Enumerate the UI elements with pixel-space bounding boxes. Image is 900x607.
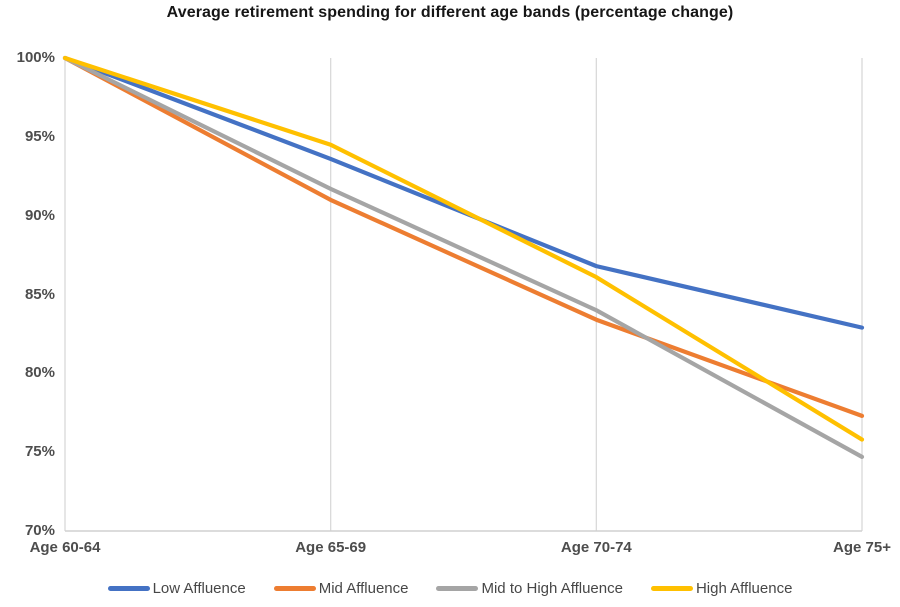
legend-label: Mid Affluence — [318, 579, 409, 597]
legend-label: Mid to High Affluence — [481, 579, 623, 597]
chart-title: Average retirement spending for differen… — [166, 4, 734, 21]
legend-marker — [650, 585, 693, 591]
x-axis: Age 60-64 Age 65-69 Age 70-74 Age 75+ — [0, 539, 900, 559]
y-axis-tick-label: 90% — [24, 206, 55, 224]
series-line-mid-affluence — [62, 55, 865, 419]
legend-marker — [273, 585, 316, 591]
legend: Low Affluence Mid Affluence Mid to High Af… — [0, 577, 900, 599]
y-axis-tick-label: 85% — [24, 285, 55, 303]
y-axis-tick-label: 70% — [24, 522, 55, 539]
series-line-high-affluence — [62, 55, 865, 442]
x-axis-label: Age 70-74 — [560, 539, 632, 556]
y-axis-tick-label: 80% — [24, 364, 55, 382]
legend-marker — [107, 585, 150, 591]
y-axis-tick-label: 95% — [24, 127, 55, 145]
legend-label: Low Affluence — [152, 579, 246, 597]
legend-item-low-affluence: Low Affluence — [107, 579, 246, 597]
legend-item-high-affluence: High Affluence — [650, 579, 793, 597]
y-axis: 100% 95% 90% 85% 80% 75% 70% — [0, 0, 57, 607]
legend-item-mid-to-high-affluence: Mid to High Affluence — [436, 579, 623, 597]
y-axis-tick-label: 75% — [24, 443, 55, 461]
legend-label: High Affluence — [695, 579, 793, 597]
x-axis-label: Age 75+ — [833, 539, 891, 556]
y-axis-tick-label: 100% — [16, 49, 55, 66]
legend-marker — [436, 585, 479, 591]
x-axis-label: Age 60-64 — [29, 539, 101, 556]
series-line-mid-to-high-affluence — [62, 55, 865, 459]
legend-item-mid-affluence: Mid Affluence — [273, 579, 409, 597]
x-axis-label: Age 65-69 — [295, 539, 367, 556]
